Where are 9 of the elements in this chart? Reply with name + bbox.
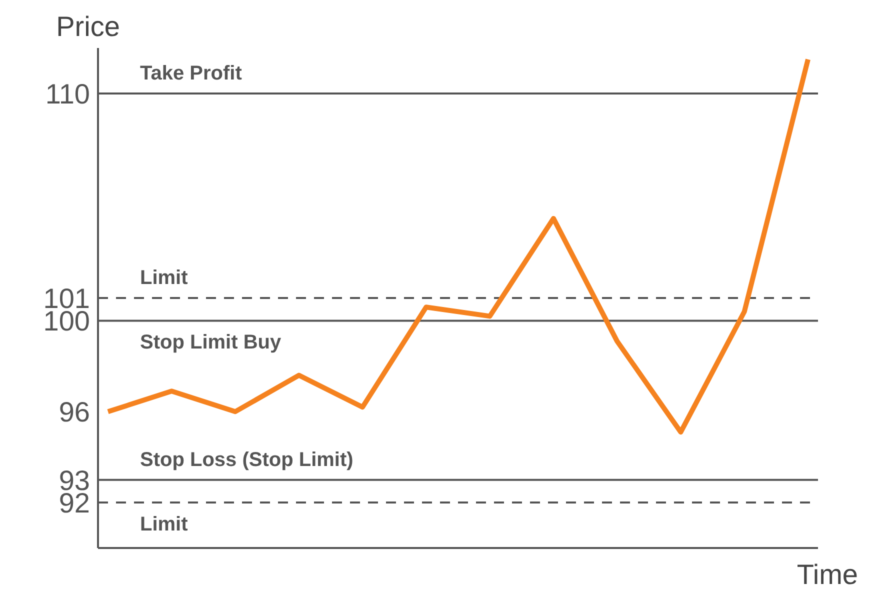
ref-line-label: Limit — [140, 267, 188, 289]
y-tick-label: 96 — [58, 396, 90, 428]
ref-line-label: Take Profit — [140, 62, 242, 84]
y-tick-label: 110 — [45, 78, 90, 110]
y-axis-title: Price — [56, 11, 120, 42]
ref-line-label: Limit — [140, 514, 188, 536]
ref-line-label: Stop Limit Buy — [140, 332, 282, 354]
x-axis-title: Time — [796, 559, 858, 590]
ref-line-label: Stop Loss (Stop Limit) — [140, 448, 354, 471]
